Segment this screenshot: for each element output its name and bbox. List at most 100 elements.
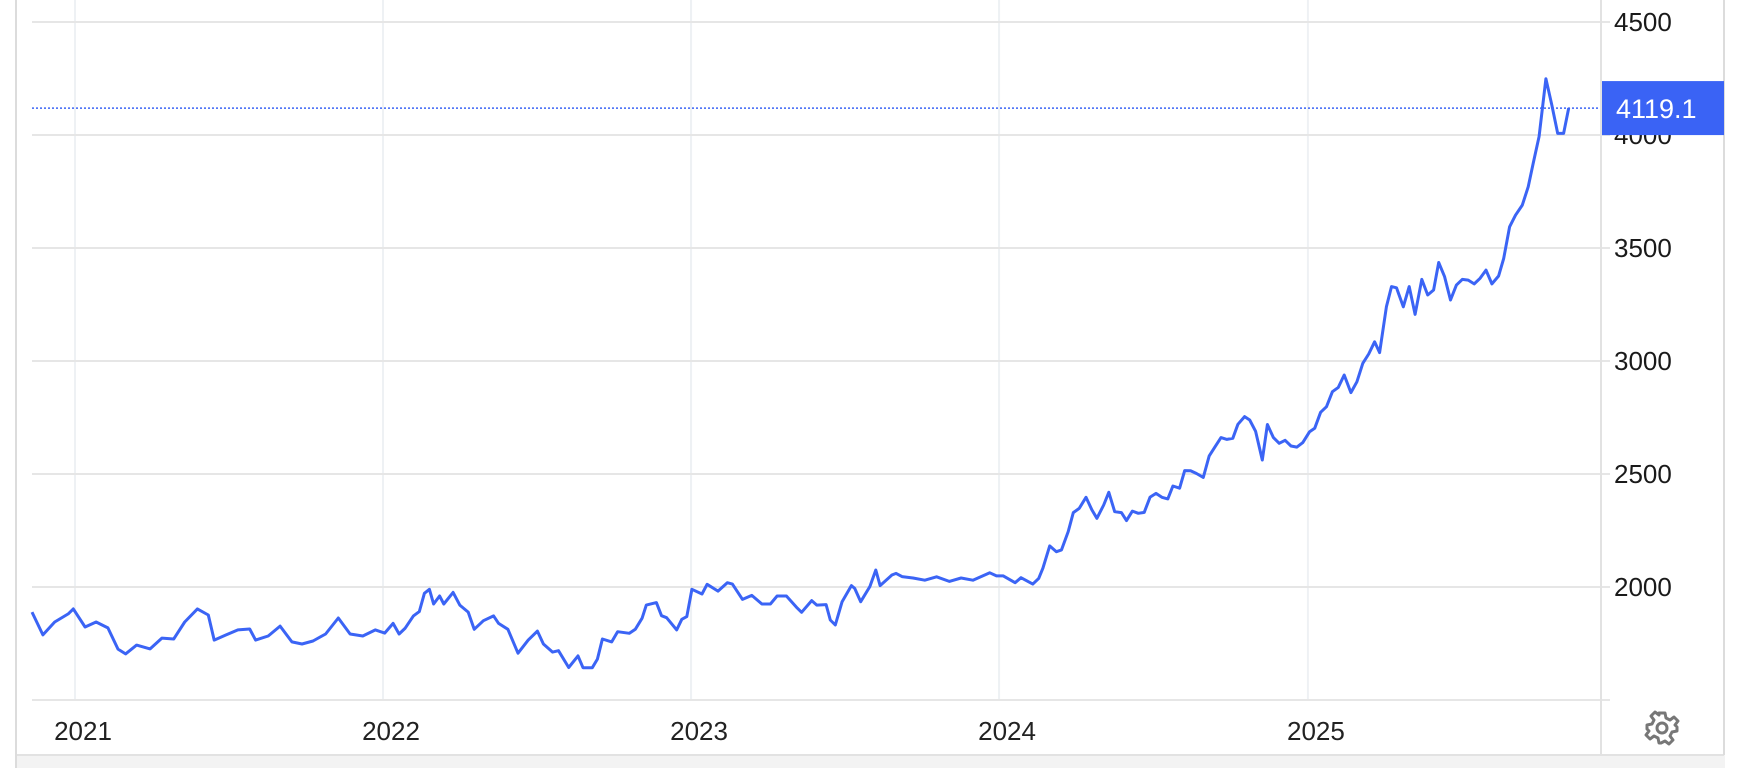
data-point	[726, 581, 729, 584]
data-point	[1120, 511, 1123, 514]
data-point	[1183, 469, 1186, 472]
data-point	[1220, 436, 1223, 439]
data-point	[1284, 439, 1287, 442]
data-point	[1055, 550, 1058, 553]
data-point	[1319, 411, 1322, 414]
data-point	[1508, 225, 1511, 228]
y-tick-label: 3000	[1614, 346, 1672, 376]
data-point	[31, 611, 34, 614]
data-point	[72, 607, 75, 610]
data-point	[412, 614, 415, 617]
data-point	[1266, 423, 1269, 426]
data-point	[160, 637, 163, 640]
bottom-bar	[15, 755, 1725, 768]
data-point	[312, 640, 315, 643]
data-point	[1449, 299, 1452, 302]
data-point	[601, 638, 604, 641]
data-point	[1195, 472, 1198, 475]
data-point	[506, 628, 509, 631]
data-point	[1131, 510, 1134, 513]
data-point	[551, 651, 554, 654]
data-point	[1337, 386, 1340, 389]
data-point	[1143, 511, 1146, 514]
data-point	[1325, 405, 1328, 408]
data-point	[800, 611, 803, 614]
data-point	[438, 595, 441, 598]
data-point	[1390, 285, 1393, 288]
data-point	[776, 595, 779, 598]
data-point	[1402, 305, 1405, 308]
data-point	[1178, 487, 1181, 490]
data-point	[1231, 437, 1234, 440]
data-point	[1067, 530, 1070, 533]
data-point	[53, 621, 56, 624]
data-point	[1160, 496, 1163, 499]
y-tick-label: 3500	[1614, 233, 1672, 263]
data-point	[149, 647, 152, 650]
data-point	[324, 633, 327, 636]
data-point	[517, 652, 520, 655]
data-point	[1485, 269, 1488, 272]
x-tick-label: 2023	[670, 716, 728, 746]
data-point	[172, 638, 175, 641]
data-point	[1189, 469, 1192, 472]
data-point	[591, 666, 594, 669]
data-point	[1085, 496, 1088, 499]
data-point	[383, 632, 386, 635]
data-point	[645, 604, 648, 607]
data-point	[859, 600, 862, 603]
data-point	[452, 591, 455, 594]
data-point	[1479, 277, 1482, 280]
data-point	[267, 635, 270, 638]
data-point	[1290, 445, 1293, 448]
data-point	[675, 628, 678, 631]
x-tick-label: 2024	[978, 716, 1036, 746]
data-point	[404, 627, 407, 630]
data-point	[741, 598, 744, 601]
data-point	[1521, 204, 1524, 207]
series-line	[30, 77, 1571, 670]
data-point	[183, 621, 186, 624]
data-point	[769, 603, 772, 606]
data-point	[829, 619, 832, 622]
data-point	[117, 648, 120, 651]
data-point	[890, 574, 893, 577]
data-point	[41, 633, 44, 636]
data-point	[95, 621, 98, 624]
data-point	[1414, 313, 1417, 316]
data-point	[628, 632, 631, 635]
data-point	[1395, 286, 1398, 289]
gear-icon[interactable]	[1644, 710, 1680, 746]
data-point	[1060, 548, 1063, 551]
data-point	[1078, 507, 1081, 510]
data-point	[895, 572, 898, 575]
data-point	[868, 585, 871, 588]
data-point	[1313, 427, 1316, 430]
data-point	[1308, 430, 1311, 433]
data-point	[1373, 340, 1376, 343]
data-point	[1208, 454, 1211, 457]
data-point	[1166, 497, 1169, 500]
data-point	[1048, 544, 1051, 547]
x-tick-label: 2021	[54, 716, 112, 746]
data-point	[392, 622, 395, 625]
data-point	[254, 639, 257, 642]
data-point	[1107, 491, 1110, 494]
data-point	[1437, 261, 1440, 264]
data-point	[850, 584, 853, 587]
data-point	[301, 643, 304, 646]
data-point	[527, 639, 530, 642]
data-point	[225, 633, 228, 636]
data-point	[1155, 492, 1158, 495]
data-point	[1514, 214, 1517, 217]
data-point	[482, 619, 485, 622]
data-point	[106, 626, 109, 629]
data-point	[1455, 284, 1458, 287]
data-point	[706, 583, 709, 586]
data-point	[557, 649, 560, 652]
data-point	[236, 628, 239, 631]
data-point	[1041, 567, 1044, 570]
data-point	[834, 624, 837, 627]
data-point	[567, 666, 570, 669]
